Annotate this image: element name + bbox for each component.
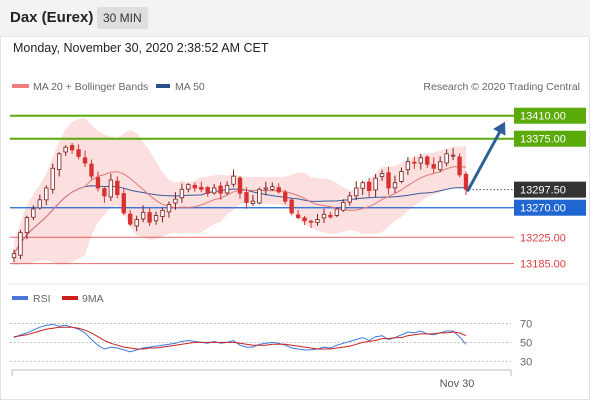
candle-body-54 — [361, 183, 365, 189]
candle-body-46 — [309, 221, 313, 222]
candle-body-42 — [283, 193, 287, 202]
candle-body-48 — [322, 214, 326, 218]
rsi-tick-label-30: 30 — [520, 356, 532, 368]
resistance-label-13410.00: 13410.00 — [520, 111, 566, 123]
candle-body-67 — [445, 154, 449, 163]
credit-text: Research © 2020 Trading Central — [423, 81, 580, 93]
candle-body-10 — [77, 150, 81, 157]
candle-body-8 — [64, 147, 68, 152]
candle-body-32 — [219, 186, 223, 193]
candle-body-61 — [406, 162, 410, 170]
x-tick-label-0: Nov 30 — [440, 378, 475, 390]
ma20-legend-label: MA 20 + Bollinger Bands — [33, 81, 148, 93]
level-labels-layer: 13410.00 13375.00 13297.50 13270.00 13225.00… — [514, 108, 586, 271]
candle-body-26 — [180, 189, 184, 197]
candle-body-39 — [264, 188, 268, 189]
candle-body-43 — [290, 200, 294, 213]
candle-body-28 — [193, 185, 197, 188]
candle-body-22 — [154, 216, 158, 221]
candle-body-60 — [400, 172, 404, 182]
rsi-tick-label-70: 70 — [520, 318, 532, 330]
support-label-13225.00: 13225.00 — [520, 232, 566, 244]
candle-body-62 — [413, 162, 417, 163]
candle-body-31 — [212, 188, 216, 193]
rsi9ma-legend-swatch — [62, 296, 78, 300]
candle-body-0 — [12, 254, 16, 258]
candle-body-66 — [438, 162, 442, 170]
candle-body-2 — [25, 218, 29, 233]
candle-body-23 — [161, 210, 165, 216]
candle-body-27 — [187, 185, 191, 189]
candle-body-56 — [374, 178, 378, 190]
candle-body-55 — [367, 182, 371, 191]
candle-body-17 — [122, 194, 126, 213]
candle-body-59 — [393, 183, 397, 188]
candle-body-40 — [271, 187, 275, 190]
candle-body-11 — [83, 158, 87, 163]
candle-body-64 — [425, 157, 429, 164]
rsi-legend-label: RSI — [33, 293, 51, 305]
projection-arrow-layer — [468, 122, 506, 191]
candle-body-4 — [38, 200, 42, 208]
candle-body-29 — [199, 187, 203, 189]
resistance-label-13375.00: 13375.00 — [520, 134, 566, 146]
candle-body-38 — [258, 189, 262, 203]
candle-body-41 — [277, 188, 281, 192]
candle-body-3 — [32, 209, 36, 217]
ma20-legend-swatch — [12, 84, 29, 88]
candle-body-1 — [19, 233, 23, 256]
rsi-legend-swatch — [12, 296, 28, 300]
candle-body-47 — [316, 220, 320, 223]
rsi-tick-label-50: 50 — [520, 337, 532, 349]
candle-body-33 — [225, 185, 229, 193]
candle-body-13 — [96, 178, 100, 188]
candle-body-50 — [335, 209, 339, 215]
candle-body-30 — [206, 188, 210, 194]
candle-body-18 — [128, 214, 132, 224]
candle-body-9 — [70, 145, 74, 149]
candle-body-24 — [167, 204, 171, 211]
candle-body-14 — [103, 189, 107, 196]
candle-body-68 — [451, 155, 455, 156]
candle-body-69 — [458, 157, 462, 175]
candle-body-45 — [303, 218, 307, 221]
candle-body-49 — [329, 215, 333, 217]
rsi9ma-legend-label: 9MA — [82, 293, 104, 305]
current-price-label: 13297.50 — [520, 185, 566, 197]
rsi-layer: 70 50 30 — [10, 318, 532, 368]
candle-body-15 — [109, 180, 113, 197]
candle-body-58 — [387, 173, 391, 188]
candle-body-53 — [354, 188, 358, 196]
candle-body-51 — [342, 202, 346, 210]
candle-body-25 — [174, 199, 178, 203]
candle-body-19 — [135, 220, 139, 226]
candle-body-16 — [116, 181, 120, 194]
candle-body-52 — [348, 196, 352, 202]
candle-body-57 — [380, 174, 384, 177]
candle-body-6 — [51, 168, 55, 189]
candle-body-37 — [251, 201, 255, 203]
candle-body-35 — [238, 178, 242, 193]
support-label-13185.00: 13185.00 — [520, 259, 566, 271]
candle-body-21 — [148, 213, 152, 223]
candle-body-20 — [141, 212, 145, 219]
candle-body-63 — [419, 158, 423, 163]
pivot-label-13270.00: 13270.00 — [520, 203, 566, 215]
candle-body-36 — [245, 192, 249, 202]
x-axis-labels: Nov 30 — [440, 378, 475, 390]
candle-body-44 — [296, 215, 300, 218]
candle-body-7 — [57, 154, 61, 170]
ma50-legend-label: MA 50 — [175, 81, 205, 93]
candle-body-12 — [90, 164, 94, 176]
candle-body-65 — [432, 164, 436, 168]
candle-body-5 — [45, 188, 49, 200]
candle-body-70 — [464, 174, 468, 189]
ma50-legend-swatch — [156, 84, 170, 88]
candle-body-34 — [232, 176, 236, 184]
